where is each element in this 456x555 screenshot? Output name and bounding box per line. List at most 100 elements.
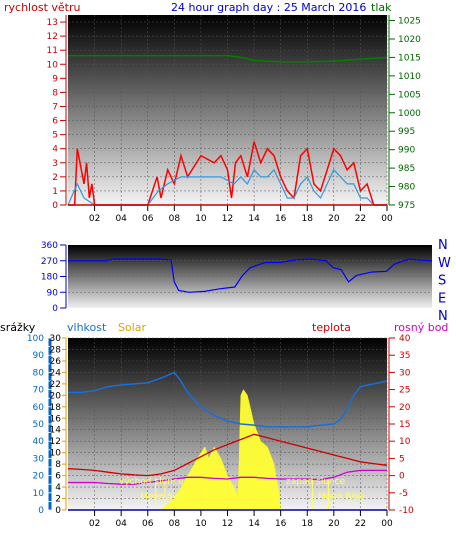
rain-tick-label: 10 (33, 489, 45, 499)
wind-tick-label: 0 (52, 201, 58, 211)
rain-axis-title: srážky (0, 321, 36, 334)
wind-tick-label: 12 (47, 32, 58, 42)
rain-tick-label: 30 (33, 454, 45, 464)
compass-label: N (438, 238, 448, 253)
moonrise-label: Moon Rise (318, 492, 365, 502)
direction-tick-label: 270 (41, 257, 58, 267)
wind-tick-label: 3 (52, 159, 58, 169)
humidity-tick-label: 14 (50, 426, 62, 436)
x-tick-label: 10 (195, 214, 207, 224)
temperature-tick-label: 0 (399, 472, 405, 482)
pressure-tick-label: 1000 (398, 109, 421, 119)
x-tick-label: 02 (89, 519, 100, 529)
pressure-axis-title: tlak (371, 1, 392, 14)
wind-tick-label: 10 (47, 60, 59, 70)
pressure-tick-label: 980 (398, 183, 415, 193)
compass-label: S (438, 274, 446, 289)
temperature-tick-label: 40 (399, 334, 411, 344)
x-tick-label: 14 (248, 214, 260, 224)
x-tick-label: 20 (328, 519, 340, 529)
pressure-tick-label: 975 (398, 201, 415, 211)
pressure-tick-label: 1025 (398, 17, 421, 27)
temperature-tick-label: 35 (399, 351, 410, 361)
x-tick-label: 12 (222, 519, 233, 529)
rain-tick-label: 50 (33, 420, 45, 430)
pressure-tick-label: 1005 (398, 90, 421, 100)
rain-tick-label: 80 (33, 368, 45, 378)
humidity-tick-label: 26 (50, 357, 62, 367)
temperature-tick-label: 10 (399, 437, 411, 447)
humidity-tick-label: 30 (50, 334, 62, 344)
dew-point-line (68, 469, 387, 485)
temperature-tick-label: 20 (399, 403, 411, 413)
x-tick-label: 08 (169, 214, 181, 224)
pressure-tick-label: 1020 (398, 35, 421, 45)
x-tick-label: 02 (89, 214, 100, 224)
compass-label: N (438, 309, 448, 324)
x-tick-label: 04 (115, 214, 127, 224)
rain-tick-label: 0 (38, 506, 44, 516)
wind-average-line (67, 168, 387, 206)
wind-axis-title: rychlost větru (4, 1, 80, 14)
temperature-tick-label: -5 (399, 489, 408, 499)
x-tick-label: 20 (328, 214, 340, 224)
sunset-label: západ slunce (286, 477, 346, 487)
wind-tick-label: 6 (52, 117, 58, 127)
temperature-tick-label: 30 (399, 368, 411, 378)
humidity-tick-label: 22 (50, 380, 61, 390)
rain-tick-label: 70 (33, 386, 45, 396)
humidity-tick-label: 28 (50, 345, 62, 355)
humidity-tick-label: 12 (50, 437, 61, 447)
wind-tick-label: 13 (47, 18, 58, 28)
wind-tick-label: 4 (52, 145, 58, 155)
direction-line (68, 258, 433, 293)
x-tick-label: 00 (381, 519, 393, 529)
temperature-tick-label: 25 (399, 386, 410, 396)
humidity-line (68, 371, 388, 428)
solar-axis-title: Solar (118, 321, 147, 334)
compass-label: E (438, 291, 446, 306)
rain-tick-label: 60 (33, 403, 45, 413)
dew-axis-title: rosný bod (394, 321, 448, 334)
sunrise-label: východ slunce (119, 477, 184, 487)
x-tick-label: 12 (222, 214, 233, 224)
humidity-axis-title: vlhkost (67, 321, 107, 334)
x-tick-label: 00 (381, 214, 393, 224)
x-tick-label: 16 (275, 519, 287, 529)
humidity-tick-label: 24 (50, 368, 62, 378)
humidity-tick-label: 10 (50, 449, 62, 459)
humidity-tick-label: 18 (50, 403, 62, 413)
x-tick-label: 06 (142, 214, 154, 224)
humidity-tick-label: 20 (50, 391, 62, 401)
wind-tick-label: 11 (47, 46, 58, 56)
humidity-tick-label: 8 (55, 460, 61, 470)
temperature-tick-label: 5 (399, 454, 405, 464)
rain-tick-label: 90 (33, 351, 45, 361)
x-tick-label: 18 (302, 214, 314, 224)
direction-tick-label: 90 (47, 288, 59, 298)
solar-area (154, 389, 281, 511)
wind-tick-label: 1 (52, 187, 58, 197)
temperature-line (67, 433, 388, 477)
x-tick-label: 22 (355, 214, 366, 224)
pressure-tick-label: 990 (398, 146, 415, 156)
pressure-tick-label: 1015 (398, 53, 421, 63)
x-tick-label: 22 (355, 519, 366, 529)
pressure-tick-label: 995 (398, 127, 415, 137)
x-tick-label: 14 (248, 519, 260, 529)
rain-tick-label: 20 (33, 472, 45, 482)
x-tick-label: 16 (275, 214, 287, 224)
humidity-tick-label: 2 (55, 495, 61, 505)
wind-tick-label: 2 (52, 173, 58, 183)
temperature-tick-label: -10 (399, 506, 414, 516)
pressure-tick-label: 1010 (398, 72, 421, 82)
x-tick-label: 10 (195, 519, 207, 529)
humidity-tick-label: 6 (55, 472, 61, 482)
direction-tick-label: 360 (41, 241, 58, 251)
x-tick-label: 06 (142, 519, 154, 529)
wind-tick-label: 9 (52, 74, 58, 84)
x-tick-label: 18 (302, 519, 314, 529)
rain-tick-label: 40 (33, 437, 45, 447)
